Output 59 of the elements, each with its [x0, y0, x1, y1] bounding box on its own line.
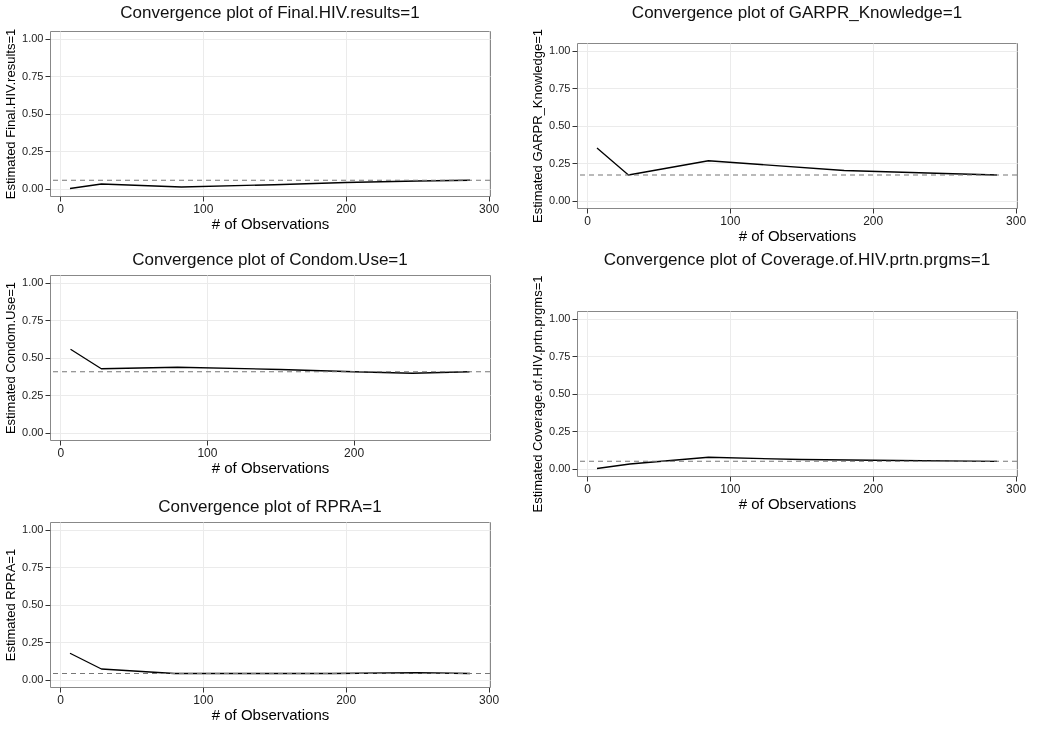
x-tick-label: 100 — [197, 445, 218, 460]
x-tick-label: 300 — [479, 201, 500, 216]
chart-title: Convergence plot of Condom.Use=1 — [132, 250, 408, 269]
y-tick-label: 0.00 — [22, 182, 44, 194]
y-tick-label: 0.25 — [22, 144, 44, 157]
y-tick-label: 0.50 — [549, 387, 571, 399]
y-tick-label: 0.75 — [549, 81, 571, 94]
y-tick-label: 0.00 — [22, 673, 44, 685]
y-tick-label: 1.00 — [549, 312, 571, 324]
y-tick-label: 0.00 — [549, 462, 571, 474]
chart-title: Convergence plot of Final.HIV.results=1 — [120, 3, 420, 23]
y-tick-label: 0.25 — [22, 635, 44, 648]
x-tick-label: 0 — [57, 692, 65, 707]
x-tick-label: 0 — [57, 445, 65, 460]
y-tick-label: 0.50 — [22, 351, 44, 363]
y-axis-title: Estimated GARPR_Knowledge=1 — [530, 28, 546, 224]
x-tick-label: 200 — [863, 481, 884, 496]
y-tick-label: 1.00 — [22, 32, 44, 44]
chart-title: Convergence plot of RPRA=1 — [158, 497, 382, 516]
x-tick-label: 0 — [584, 213, 592, 228]
x-axis-title: # of Observations — [211, 458, 330, 476]
chart-title: Convergence plot of GARPR_Knowledge=1 — [631, 3, 963, 23]
x-tick-label: 200 — [336, 201, 357, 216]
y-axis-title: Estimated RPRA=1 — [3, 548, 19, 662]
x-tick-label: 0 — [57, 201, 65, 216]
y-tick-label: 0.50 — [22, 598, 44, 610]
x-axis-title: # of Observations — [211, 705, 330, 723]
x-tick-label: 300 — [1006, 213, 1027, 228]
y-tick-label: 1.00 — [22, 276, 44, 288]
y-tick-label: 0.50 — [22, 107, 44, 119]
chart-title: Convergence plot of Coverage.of.HIV.prtn.prgms=1 — [603, 250, 991, 270]
y-tick-label: 0.75 — [549, 349, 571, 362]
y-tick-label: 0.75 — [22, 69, 44, 82]
x-tick-label: 300 — [479, 692, 500, 707]
x-axis-title: # of Observations — [738, 494, 857, 512]
y-tick-label: 0.25 — [22, 388, 44, 401]
x-tick-label: 100 — [720, 481, 741, 496]
y-tick-label: 0.25 — [549, 424, 571, 437]
y-axis-title: Estimated Condom.Use=1 — [3, 281, 19, 435]
y-tick-label: 0.25 — [549, 156, 571, 169]
x-axis-title: # of Observations — [738, 226, 857, 244]
y-tick-label: 0.00 — [22, 426, 44, 438]
x-tick-label: 100 — [193, 692, 214, 707]
x-tick-label: 0 — [584, 481, 592, 496]
y-tick-label: 0.75 — [22, 313, 44, 326]
y-tick-label: 0.75 — [22, 560, 44, 573]
x-tick-label: 200 — [344, 445, 365, 460]
x-tick-label: 100 — [193, 201, 214, 216]
y-axis-title: Estimated Final.HIV.results=1 — [3, 28, 19, 200]
y-tick-label: 1.00 — [549, 44, 571, 56]
y-tick-label: 0.50 — [549, 119, 571, 131]
y-axis-title: Estimated Coverage.of.HIV.prtn.prgms=1 — [530, 275, 546, 513]
x-tick-label: 100 — [720, 213, 741, 228]
x-tick-label: 200 — [863, 213, 884, 228]
y-tick-label: 0.00 — [549, 194, 571, 206]
x-tick-label: 300 — [1006, 481, 1027, 496]
y-tick-label: 1.00 — [22, 523, 44, 535]
x-axis-title: # of Observations — [211, 214, 330, 232]
x-tick-label: 200 — [336, 692, 357, 707]
